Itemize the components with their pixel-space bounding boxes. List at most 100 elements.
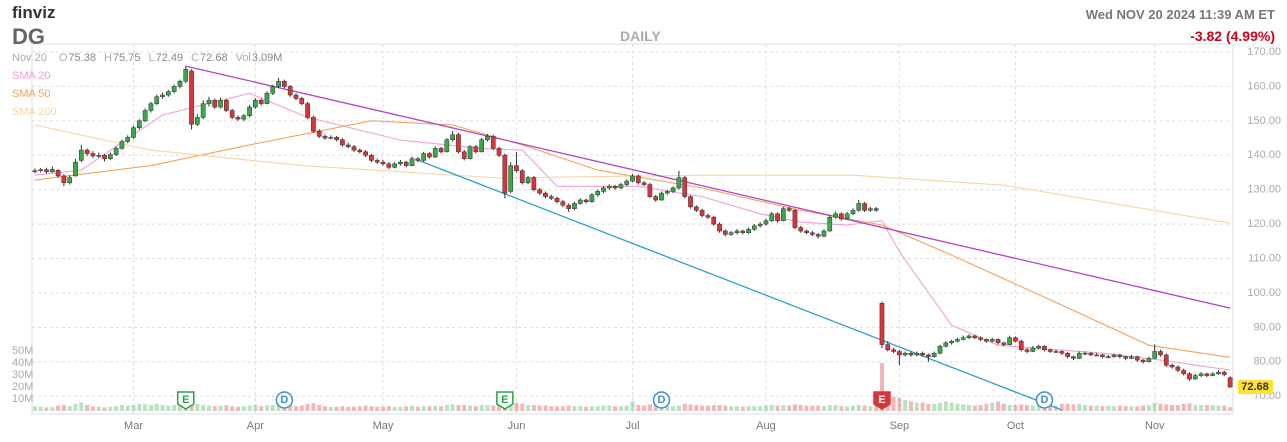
candle-body (653, 196, 659, 201)
label: O (58, 52, 68, 64)
volume-bar (874, 405, 879, 411)
volume-bar (450, 404, 455, 411)
volume-bar (653, 405, 658, 411)
volume-bar (792, 404, 797, 411)
y-tick-label: 120.00 (1247, 218, 1281, 230)
volume-bar (276, 403, 281, 411)
candle-body (1175, 366, 1181, 371)
candle-body (1158, 351, 1163, 356)
candle-body (531, 177, 537, 190)
volume-bar (868, 406, 873, 411)
volume-bar (560, 406, 565, 411)
candle-body (972, 335, 978, 338)
candle-body (786, 208, 792, 211)
volume-bar (816, 405, 821, 411)
volume-bar (531, 405, 536, 411)
candle-body (270, 86, 276, 94)
event-label: D (658, 394, 666, 406)
volume-bar (520, 403, 525, 411)
volume-bar (937, 402, 943, 411)
volume-bar (1036, 405, 1041, 411)
y-tick-label: 130.00 (1247, 184, 1281, 196)
trendline (185, 65, 1231, 309)
candle-body (206, 99, 212, 104)
candle-body (885, 344, 891, 351)
volume-bar (375, 406, 380, 411)
candle-body (978, 337, 983, 340)
candle-body (131, 127, 136, 138)
x-tick-label: May (373, 420, 394, 432)
volume-bar (694, 405, 699, 411)
candle-body (1134, 356, 1140, 361)
candle-body (804, 230, 809, 233)
candle-body (1221, 371, 1227, 375)
candle-body (624, 180, 630, 185)
volume-bar (729, 406, 734, 411)
volume-bar (56, 405, 61, 411)
candle-body (595, 191, 601, 196)
volume-bar (398, 406, 403, 411)
volume-bar (1170, 405, 1175, 411)
candle-body (693, 206, 699, 211)
volume-bar (665, 406, 670, 411)
candle-body (1100, 354, 1105, 357)
label: L (148, 52, 155, 64)
volume-bar (340, 406, 345, 411)
candle-body (1094, 354, 1099, 357)
volume-bar (67, 406, 72, 411)
volume-bar (1059, 403, 1064, 411)
volume-bar (154, 403, 159, 411)
candle-body (485, 136, 490, 141)
ohlc-info: Nov 20 O75.38 H75.75 L72.49 C72.68 Vol3.09M (12, 52, 290, 64)
candle-body (606, 186, 612, 189)
y-tick-label: 90.00 (1253, 321, 1281, 333)
volume-bar (920, 402, 925, 411)
volume-bar (1088, 405, 1093, 411)
volume-bar (943, 401, 948, 411)
volume-bar (891, 396, 896, 411)
candle-body (212, 99, 218, 108)
volume-bar (949, 402, 954, 411)
legend-label: SMA 20 (12, 70, 51, 82)
volume-bar (1193, 405, 1198, 411)
low: 72.49 (155, 52, 184, 64)
volume-bar (1199, 405, 1204, 411)
volume-bar (131, 405, 136, 411)
volume-bar (143, 404, 148, 411)
volume-bar (671, 406, 676, 411)
volume-bar (810, 405, 815, 411)
candle-body (73, 161, 78, 177)
candle-body (380, 161, 386, 165)
candle-body (740, 230, 746, 233)
sma-line (34, 120, 1231, 358)
candle-body (989, 339, 995, 342)
candle-body (734, 230, 740, 233)
candle-body (1088, 352, 1094, 356)
volume-bar (439, 406, 444, 411)
event-label: E (182, 394, 189, 406)
volume-bar (328, 406, 333, 411)
candle-body (444, 139, 450, 153)
volume-bar (636, 405, 641, 411)
volume-tick-label: 10M (12, 393, 33, 405)
candle-body (1140, 359, 1146, 363)
volume-bar (1123, 406, 1128, 411)
volume-bar (421, 406, 426, 411)
volume-bar (369, 406, 374, 411)
candle-body (78, 149, 84, 161)
candle-body (792, 210, 798, 228)
volume-bar (647, 404, 652, 411)
volume-bar (259, 406, 264, 411)
candle-body (589, 194, 595, 202)
candle-body (821, 230, 827, 237)
volume-bar (473, 406, 478, 411)
candle-body (171, 86, 177, 92)
label: H (103, 52, 112, 64)
event-marker (652, 391, 671, 409)
open: 75.38 (68, 52, 96, 64)
volume-bar (90, 406, 95, 411)
volume-bar (317, 405, 322, 411)
candle-body (984, 339, 989, 342)
candle-body (1216, 371, 1221, 375)
volume-bar (1117, 405, 1122, 411)
